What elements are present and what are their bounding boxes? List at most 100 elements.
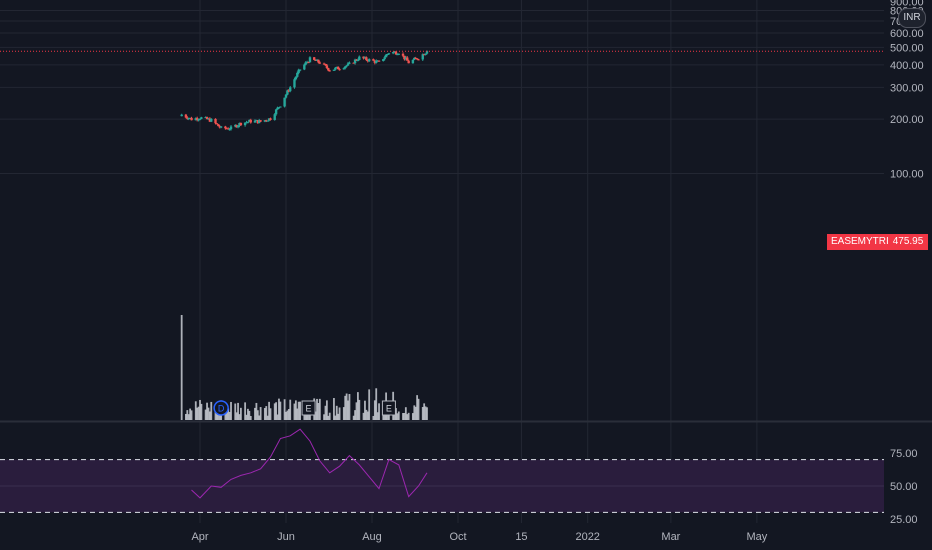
candle-body [295, 77, 297, 79]
volume-bar [349, 394, 351, 420]
candle-body [388, 53, 390, 54]
volume-bar [201, 404, 203, 420]
volume-bar [368, 389, 370, 420]
volume-bar [299, 402, 301, 420]
candle-body [378, 61, 380, 62]
candle-body [200, 117, 202, 119]
volume-bar [270, 408, 272, 420]
candle-body [395, 52, 397, 55]
volume-bar [250, 416, 252, 420]
candle-body [283, 98, 285, 107]
time-axis-label: May [746, 531, 767, 543]
volume-bar [398, 411, 400, 420]
earnings-marker-label: E [306, 404, 312, 414]
volume-bar [260, 407, 262, 420]
earnings-marker-label: E [386, 404, 392, 414]
candle-body [237, 126, 239, 127]
candle-body [406, 58, 408, 61]
candle-body [424, 54, 426, 55]
candle-body [199, 119, 201, 120]
candle-body [275, 109, 277, 114]
candle-body [228, 129, 230, 130]
candle-body [357, 60, 359, 61]
time-axis-label: 15 [515, 531, 527, 543]
price-tick-label: 400.00 [890, 60, 924, 72]
candle-body [407, 61, 409, 64]
candle-body [240, 123, 242, 125]
candle-body [345, 65, 347, 66]
candle-body [327, 68, 329, 70]
volume-bar [408, 413, 410, 420]
candle-body [247, 122, 249, 123]
candle-body [398, 54, 400, 55]
candle-body [348, 63, 350, 64]
price-tick-label: 200.00 [890, 114, 924, 126]
candle-body [180, 115, 182, 117]
rsi-tick-label: 75.00 [890, 448, 918, 460]
candle-body [326, 65, 328, 68]
candle-body [289, 87, 291, 91]
candle-body [224, 127, 226, 129]
candle-body [266, 121, 268, 122]
candle-body [210, 119, 212, 122]
volume-bar [418, 399, 420, 420]
time-axis-label: Apr [191, 531, 208, 543]
candle-body [343, 68, 345, 69]
volume-bar [329, 413, 331, 420]
volume-bar [289, 400, 291, 420]
time-axis-label: Aug [362, 531, 382, 543]
last-price-tag: 475.95 [888, 234, 928, 250]
currency-badge[interactable]: INR [898, 8, 926, 28]
candle-body [365, 57, 367, 60]
candle-body [383, 57, 385, 59]
candle-body [303, 65, 305, 70]
volume-bar [339, 407, 341, 420]
candle-body [317, 60, 319, 63]
candle-body [358, 57, 360, 60]
candle-body [412, 60, 414, 63]
volume-bar [181, 315, 183, 420]
candle-body [279, 107, 281, 108]
candle-body [293, 79, 295, 87]
volume-bar [378, 403, 380, 420]
candle-body [337, 67, 339, 69]
candle-body [230, 126, 232, 129]
candle-body [368, 59, 370, 61]
candle-body [324, 64, 326, 65]
candle-body [347, 63, 349, 65]
candle-body [338, 69, 340, 70]
candle-body [416, 58, 418, 59]
candle-body [299, 69, 301, 70]
price-tick-label: 300.00 [890, 82, 924, 94]
candle-body [250, 120, 252, 123]
candle-body [319, 62, 321, 63]
candle-body [285, 95, 287, 98]
volume-bar [279, 402, 281, 420]
candle-body [274, 114, 276, 120]
price-tick-label: 100.00 [890, 169, 924, 181]
volume-bar [426, 407, 428, 420]
candle-body [329, 70, 331, 71]
candle-body [417, 59, 419, 60]
candle-body [190, 118, 192, 120]
candle-body [259, 120, 261, 121]
candle-body [217, 124, 219, 126]
time-axis-label: Mar [661, 531, 680, 543]
candle-body [313, 57, 315, 60]
candle-body [296, 73, 298, 77]
candle-body [402, 54, 404, 56]
rsi-tick-label: 50.00 [890, 481, 918, 493]
time-axis-label: Jun [277, 531, 295, 543]
candle-body [269, 118, 271, 120]
candle-body [185, 115, 187, 118]
candle-body [385, 55, 387, 57]
volume-bar [319, 399, 321, 420]
volume-bar [358, 400, 360, 420]
candle-body [372, 59, 374, 61]
time-axis-label: Oct [449, 531, 466, 543]
candle-body [309, 57, 311, 62]
candle-body [344, 66, 346, 68]
volume-bar [191, 410, 193, 420]
